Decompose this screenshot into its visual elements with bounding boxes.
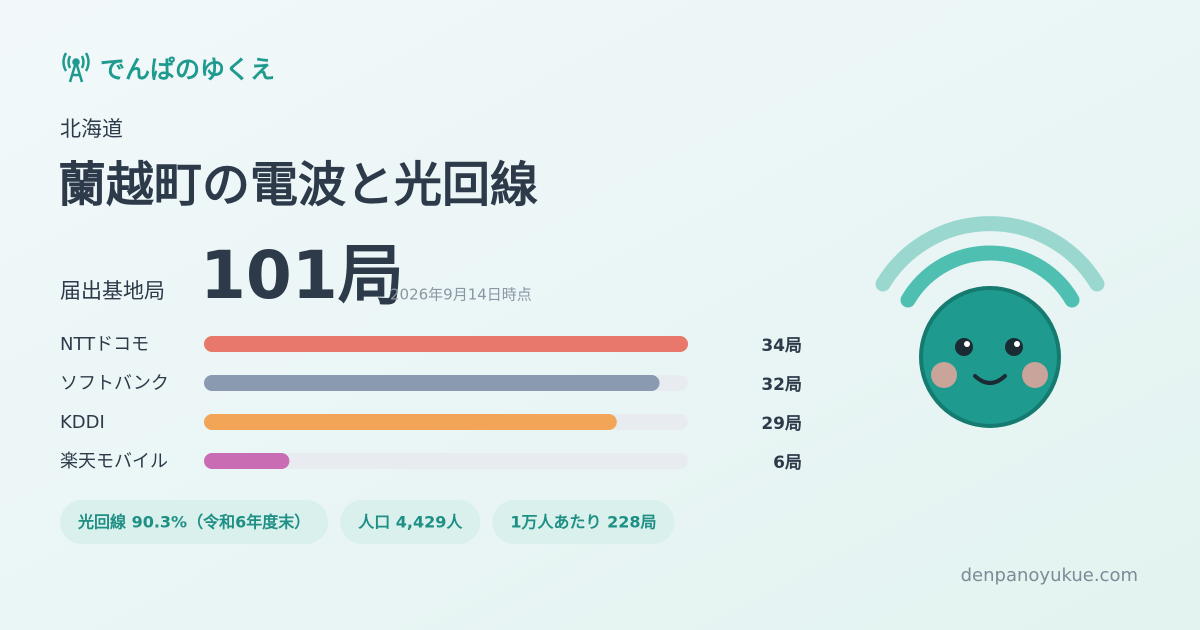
as-of: 2026年9月14日時点 bbox=[390, 286, 532, 304]
brand: でんぱのゆくえ bbox=[100, 55, 275, 84]
bar bbox=[204, 414, 617, 430]
pill-bg bbox=[60, 500, 329, 544]
bar bbox=[204, 453, 290, 469]
carrier-count: 29局 bbox=[761, 414, 802, 434]
carrier-count: 6局 bbox=[773, 453, 802, 473]
bar bbox=[204, 375, 660, 391]
total-label: 届出基地局 bbox=[60, 279, 165, 303]
carrier-name: KDDI bbox=[60, 412, 105, 433]
bar-track bbox=[204, 453, 688, 469]
carrier-name: 楽天モバイル bbox=[60, 451, 168, 472]
carrier-count: 34局 bbox=[761, 336, 802, 356]
carrier-count: 32局 bbox=[761, 375, 802, 395]
prefecture: 北海道 bbox=[60, 117, 123, 141]
pill-bg bbox=[340, 500, 481, 544]
pill-bg bbox=[492, 500, 675, 544]
site: denpanoyukue.com bbox=[961, 565, 1138, 586]
total: 101局 bbox=[200, 237, 404, 314]
stat-pill: 人口 4,429人 bbox=[340, 500, 481, 544]
carrier-name: ソフトバンク bbox=[60, 373, 169, 394]
stat-text: 光回線 90.3%（令和6年度末） bbox=[77, 513, 310, 532]
stat-pill: 1万人あたり 228局 bbox=[492, 500, 675, 544]
carrier-name: NTTドコモ bbox=[60, 334, 149, 355]
brand-icon bbox=[62, 52, 90, 83]
title: 蘭越町の電波と光回線 bbox=[58, 157, 538, 213]
stat-pill: 光回線 90.3%（令和6年度末） bbox=[60, 500, 329, 544]
stat-text: 人口 4,429人 bbox=[358, 513, 463, 532]
bar bbox=[204, 336, 688, 352]
stat-text: 1万人あたり 228局 bbox=[510, 513, 656, 532]
mascot bbox=[875, 216, 1105, 428]
